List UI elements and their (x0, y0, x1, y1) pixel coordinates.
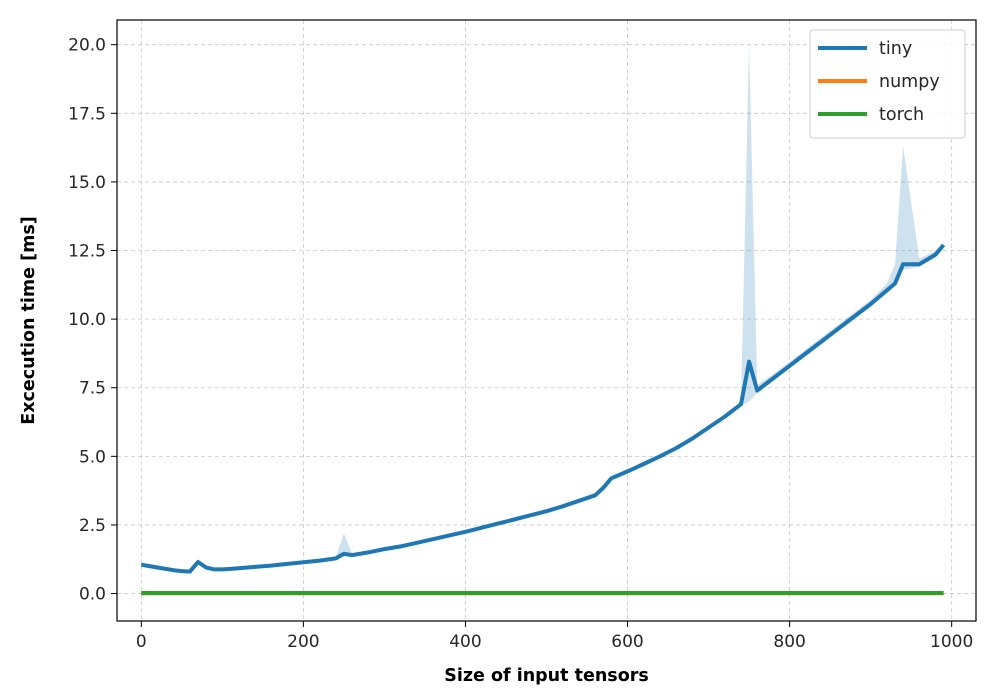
series-line-tiny (140, 243, 946, 574)
legend-label-numpy: numpy (879, 72, 940, 92)
x-tick-label: 200 (287, 632, 319, 652)
y-axis-label: Excecution time [ms] (19, 216, 39, 424)
legend-box (809, 29, 966, 139)
y-tick-label: 17.5 (68, 104, 106, 124)
legend-label-tiny: tiny (879, 39, 912, 59)
x-axis-ticks: 0 200 400 600 800 1000 (136, 621, 973, 652)
x-axis-label: Size of input tensors (444, 666, 649, 686)
legend-label-torch: torch (879, 105, 924, 125)
y-tick-label: 12.5 (68, 242, 106, 262)
y-tick-label: 2.5 (79, 516, 106, 536)
x-tick-label: 600 (611, 632, 643, 652)
x-tick-label: 800 (773, 632, 805, 652)
legend: tiny numpy torch (809, 29, 966, 139)
y-tick-label: 5.0 (79, 447, 106, 467)
y-tick-label: 20.0 (68, 36, 106, 56)
plot-frame (116, 19, 977, 622)
y-tick-label: 10.0 (68, 310, 106, 330)
y-tick-label: 7.5 (79, 379, 106, 399)
x-tick-label: 400 (449, 632, 481, 652)
y-axis-ticks: 0.0 2.5 5.0 7.5 10.0 12.5 15.0 17.5 20.0 (68, 36, 117, 605)
y-tick-label: 15.0 (68, 173, 106, 193)
y-tick-label: 0.0 (79, 585, 106, 605)
series-lines (140, 243, 946, 596)
x-tick-label: 1000 (930, 632, 973, 652)
x-tick-label: 0 (136, 632, 147, 652)
